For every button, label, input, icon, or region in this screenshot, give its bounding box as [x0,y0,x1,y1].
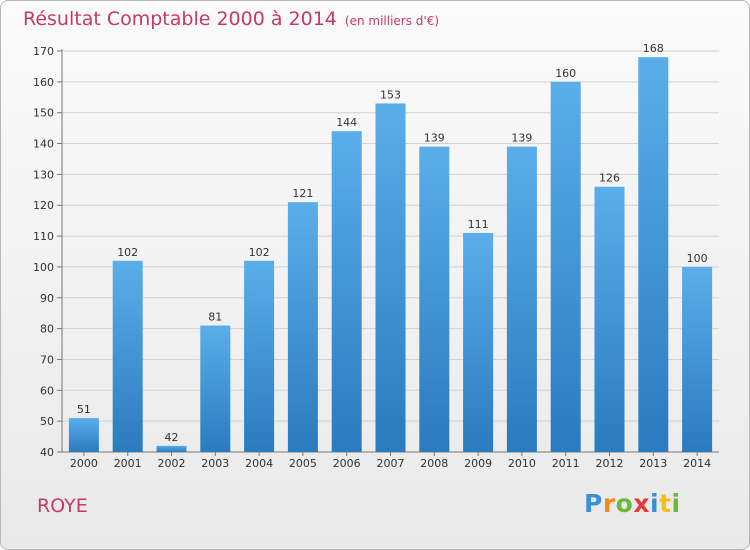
logo-letter: x [633,489,650,518]
chart-title: Résultat Comptable 2000 à 2014 (en millie… [23,8,439,30]
y-tick-label: 160 [33,76,54,89]
bar-2008 [419,146,450,452]
bar-2004 [244,260,275,452]
y-tick-label: 90 [40,292,54,305]
y-tick-label: 50 [40,415,54,428]
y-tick-label: 40 [40,446,54,459]
data-label-2014: 100 [687,252,708,265]
y-tick-label: 110 [33,230,54,243]
y-tick-label: 130 [33,168,54,181]
data-label-2000: 51 [77,403,91,416]
y-tick-label: 170 [33,45,54,58]
bar-2000 [68,418,99,452]
bar-2009 [463,232,494,452]
chart-title-text: Résultat Comptable 2000 à 2014 [23,8,337,30]
bar-2006 [331,131,362,452]
x-tick-label-2001: 2001 [114,457,142,470]
chart-unit: (en milliers d'€) [344,14,440,28]
x-tick-label-2010: 2010 [508,457,536,470]
data-label-2008: 139 [424,132,445,145]
data-label-2002: 42 [165,431,179,444]
commune-name: ROYE [37,495,88,517]
data-label-2012: 126 [599,172,620,185]
x-tick-label-2014: 2014 [683,457,711,470]
bar-2011 [550,81,581,452]
data-label-2013: 168 [643,42,664,55]
y-tick-label: 140 [33,138,54,151]
y-tick-label: 70 [40,353,54,366]
y-tick-label: 100 [33,261,54,274]
bar-2001 [112,260,143,452]
x-tick-label-2002: 2002 [158,457,186,470]
x-tick-label-2000: 2000 [70,457,98,470]
y-tick-label: 150 [33,107,54,120]
bar-2014 [682,266,713,452]
x-tick-label-2011: 2011 [552,457,580,470]
x-tick-label-2005: 2005 [289,457,317,470]
x-tick-label-2009: 2009 [464,457,492,470]
data-label-2006: 144 [336,116,357,129]
logo-letter: r [602,489,616,518]
logo-letter: i [650,489,660,518]
bar-2013 [638,57,669,453]
bar-2003 [200,325,231,452]
y-tick-label: 120 [33,199,54,212]
bar-2007 [375,103,406,452]
bar-2010 [506,146,537,452]
data-label-2011: 160 [555,67,576,80]
x-tick-label-2006: 2006 [333,457,361,470]
x-tick-label-2013: 2013 [639,457,667,470]
data-label-2005: 121 [292,187,313,200]
bar-2002 [156,445,187,452]
data-label-2001: 102 [117,246,138,259]
x-tick-label-2007: 2007 [377,457,405,470]
y-tick-label: 80 [40,323,54,336]
bar-2012 [594,186,625,452]
data-label-2010: 139 [511,132,532,145]
logo-letter: i [671,489,681,518]
data-label-2009: 111 [468,218,489,231]
bar-2005 [287,202,318,452]
logo-letter: P [584,489,603,518]
x-tick-label-2008: 2008 [420,457,448,470]
data-label-2003: 81 [208,311,222,324]
x-tick-label-2003: 2003 [201,457,229,470]
logo-letter: o [615,489,634,518]
logo-letter: t [659,489,672,518]
x-tick-label-2012: 2012 [596,457,624,470]
data-label-2004: 102 [249,246,270,259]
data-label-2007: 153 [380,88,401,101]
proxiti-logo: Proxiti [584,489,681,518]
x-tick-label-2004: 2004 [245,457,273,470]
y-tick-label: 60 [40,384,54,397]
